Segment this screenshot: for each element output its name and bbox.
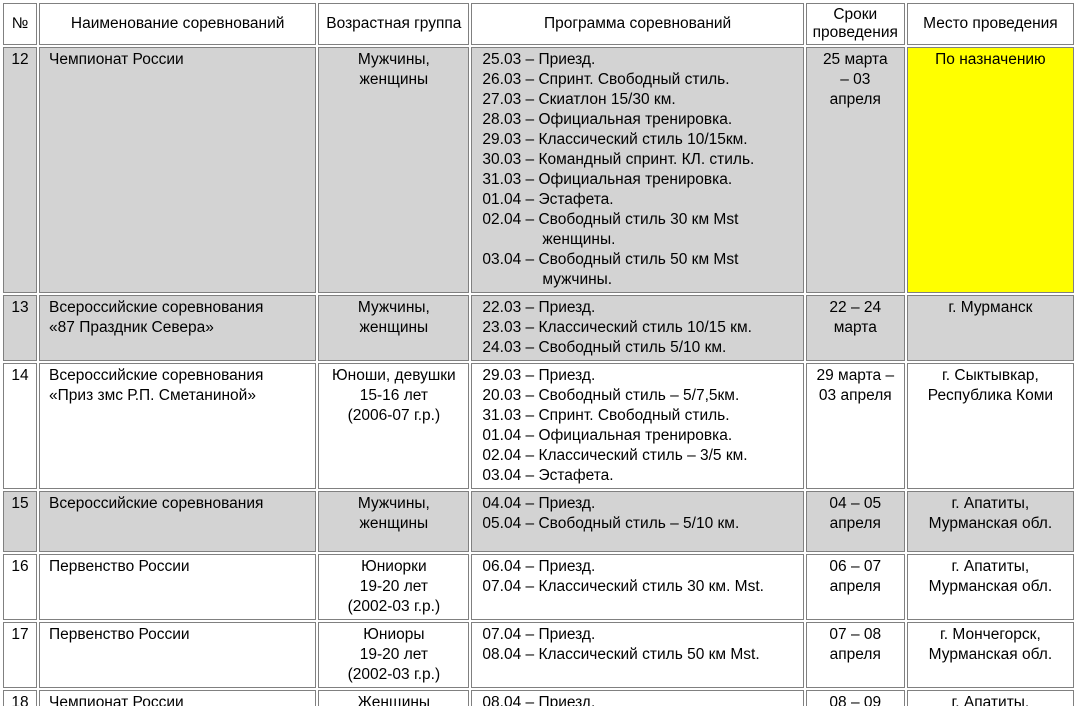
dates-cell: 06 – 07 апреля [805,554,905,620]
program-line: 01.04 – Эстафета. [482,191,614,208]
program-line: 30.03 – Командный спринт. КЛ. стиль. [482,151,755,168]
table-row: 16 Первенство России Юниорки 19-20 лет (20… [3,554,1074,620]
table-row: 17 Первенство России Юниоры 19-20 лет (200… [3,622,1074,688]
program-cell: 07.04 – Приезд. 08.04 – Классический стил… [471,622,804,688]
table-row: 15 Всероссийские соревнования Мужчины, жен… [3,491,1074,552]
program-cell: 04.04 – Приезд. 05.04 – Свободный стиль –… [471,491,804,552]
row-number-cell: 14 [3,363,38,489]
venue-cell: г. Апатиты, Мурманская обл. [906,554,1074,620]
competition-name-cell: Всероссийские соревнования [39,491,317,552]
row-number-cell: 16 [3,554,38,620]
competition-name-cell: Чемпионат России [39,47,317,293]
competition-name-cell: Всероссийские соревнования «Приз змс Р.П… [39,363,317,489]
program-line: 22.03 – Приезд. [482,299,596,316]
row-number-cell: 15 [3,491,38,552]
venue-cell: г. Мурманск [906,295,1074,361]
program-line: 05.04 – Свободный стиль – 5/10 км. [482,515,740,532]
column-header-0: № [3,3,38,45]
row-number-cell: 13 [3,295,38,361]
program-line: 28.03 – Официальная тренировка. [482,111,733,128]
dates-cell: 25 марта – 03 апреля [805,47,905,293]
venue-cell: г. Апатиты, Мурманская обл. [906,690,1074,706]
column-header-5: Место проведения [906,3,1074,45]
program-line: 02.04 – Свободный стиль 30 км Mst женщин… [482,211,739,248]
program-line: 27.03 – Скиатлон 15/30 км. [482,91,676,108]
dates-cell: 07 – 08 апреля [805,622,905,688]
competition-name-cell: Первенство России [39,622,317,688]
venue-cell: г. Сыктывкар, Республика Коми [906,363,1074,489]
program-line: 08.04 – Приезд. [482,694,596,706]
competition-name-cell: Первенство России [39,554,317,620]
program-line: 07.04 – Приезд. [482,626,596,643]
program-line: 26.03 – Спринт. Свободный стиль. [482,71,730,88]
program-line: 24.03 – Свободный стиль 5/10 км. [482,339,727,356]
age-group-cell: Мужчины, женщины [318,491,470,552]
venue-cell: г. Мончегорск, Мурманская обл. [906,622,1074,688]
table-row: 12 Чемпионат России Мужчины, женщины 25.03 … [3,47,1074,293]
age-group-cell: Женщины [318,690,470,706]
program-line: 31.03 – Спринт. Свободный стиль. [482,407,730,424]
program-cell: 25.03 – Приезд. 26.03 – Спринт. Свободный… [471,47,804,293]
age-group-cell: Юноши, девушки 15-16 лет (2006-07 г.р.) [318,363,470,489]
competition-name-cell: Всероссийские соревнования «87 Праздник … [39,295,317,361]
program-line: 20.03 – Свободный стиль – 5/7,5км. [482,387,740,404]
table-body: 12 Чемпионат России Мужчины, женщины 25.03 … [3,47,1074,706]
table-row: 14 Всероссийские соревнования «Приз змс Р… [3,363,1074,489]
program-cell: 06.04 – Приезд. 07.04 – Классический стил… [471,554,804,620]
table-row: 13 Всероссийские соревнования «87 Праздни… [3,295,1074,361]
competition-name-cell: Чемпионат России [39,690,317,706]
venue-cell: г. Апатиты, Мурманская обл. [906,491,1074,552]
age-group-cell: Юниорки 19-20 лет (2002-03 г.р.) [318,554,470,620]
program-line: 03.04 – Свободный стиль 50 км Mst мужчин… [482,251,739,288]
program-line: 25.03 – Приезд. [482,51,596,68]
row-number-cell: 18 [3,690,38,706]
column-header-4: Сроки проведения [805,3,905,45]
program-line: 07.04 – Классический стиль 30 км. Mst. [482,578,764,595]
dates-cell: 08 – 09 апреля [805,690,905,706]
column-header-3: Программа соревнований [471,3,804,45]
program-line: 04.04 – Приезд. [482,495,596,512]
program-line: 01.04 – Официальная тренировка. [482,427,733,444]
row-number-cell: 12 [3,47,38,293]
program-cell: 29.03 – Приезд. 20.03 – Свободный стиль –… [471,363,804,489]
program-line: 08.04 – Классический стиль 50 км Mst. [482,646,760,663]
age-group-cell: Юниоры 19-20 лет (2002-03 г.р.) [318,622,470,688]
header-row: № Наименование соревнований Возрастная гру… [3,3,1074,45]
program-line: 06.04 – Приезд. [482,558,596,575]
program-line: 03.04 – Эстафета. [482,467,614,484]
program-line: 02.04 – Классический стиль – 3/5 км. [482,447,748,464]
column-header-1: Наименование соревнований [39,3,317,45]
age-group-cell: Мужчины, женщины [318,295,470,361]
dates-cell: 22 – 24 марта [805,295,905,361]
program-cell: 08.04 – Приезд.09.04 – Классический стил… [471,690,804,706]
column-header-2: Возрастная группа [318,3,470,45]
dates-cell: 29 марта – 03 апреля [805,363,905,489]
age-group-cell: Мужчины, женщины [318,47,470,293]
table-row: 18 Чемпионат России Женщины 08.04 – Приезд.… [3,690,1074,706]
row-number-cell: 17 [3,622,38,688]
program-line: 29.03 – Классический стиль 10/15км. [482,131,748,148]
program-line: 23.03 – Классический стиль 10/15 км. [482,319,752,336]
program-cell: 22.03 – Приезд. 23.03 – Классический стил… [471,295,804,361]
venue-cell: По назначению [906,47,1074,293]
program-line: 29.03 – Приезд. [482,367,596,384]
dates-cell: 04 – 05 апреля [805,491,905,552]
program-line: 31.03 – Официальная тренировка. [482,171,733,188]
